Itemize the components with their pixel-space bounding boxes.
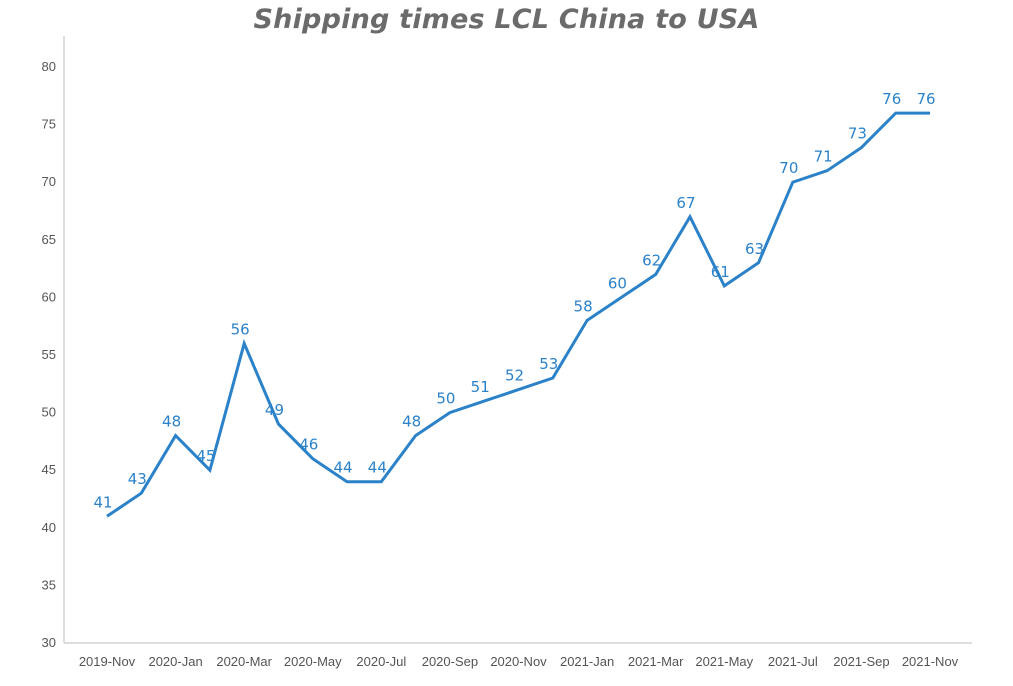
y-tick-label: 80	[42, 59, 56, 74]
data-label: 67	[676, 194, 695, 212]
y-tick-label: 75	[42, 117, 56, 132]
data-label: 53	[539, 355, 558, 373]
data-label: 44	[368, 459, 387, 477]
series-lines	[106, 111, 930, 518]
data-labels: 41 43 48 45 56 49 46 44 44 48 50 51 52 53 58 60 62 67 61 63…	[93, 90, 935, 511]
data-label: 44	[333, 459, 352, 477]
data-label: 62	[642, 251, 661, 269]
chart-title: Shipping times LCL China to USA	[253, 4, 760, 35]
x-tick-label: 2020-Mar	[216, 654, 272, 669]
y-axis-ticks: 30 35 40 45 50 55 60 65 70 75 80	[42, 59, 56, 650]
y-tick-label: 65	[42, 232, 56, 247]
data-label: 60	[608, 274, 627, 292]
data-label: 46	[299, 436, 318, 454]
data-label: 48	[402, 413, 421, 431]
series-line	[106, 111, 930, 518]
x-tick-label: 2021-Sep	[833, 654, 889, 669]
x-tick-label: 2021-May	[695, 654, 753, 669]
x-tick-label: 2020-Jan	[148, 654, 202, 669]
data-label: 63	[745, 240, 764, 258]
data-label: 49	[265, 401, 284, 419]
x-tick-label: 2020-Nov	[490, 654, 547, 669]
data-label: 61	[711, 263, 730, 281]
x-tick-label: 2020-Sep	[422, 654, 478, 669]
data-label: 48	[162, 413, 181, 431]
data-label: 71	[814, 148, 833, 166]
data-label: 73	[848, 125, 867, 143]
x-tick-label: 2019-Nov	[79, 654, 136, 669]
y-tick-label: 35	[42, 577, 56, 592]
x-tick-label: 2020-Jul	[356, 654, 406, 669]
y-tick-label: 55	[42, 347, 56, 362]
data-label: 41	[93, 493, 112, 511]
data-label: 56	[231, 320, 250, 338]
x-tick-label: 2021-Jul	[768, 654, 818, 669]
data-label: 51	[471, 378, 490, 396]
y-tick-label: 70	[42, 174, 56, 189]
data-label: 45	[196, 447, 215, 465]
data-label: 52	[505, 367, 524, 385]
x-tick-label: 2021-Nov	[902, 654, 959, 669]
x-axis-ticks: 2019-Nov 2020-Jan 2020-Mar 2020-May 2020-Jul…	[79, 654, 959, 669]
x-tick-label: 2020-May	[284, 654, 342, 669]
data-label: 50	[436, 390, 455, 408]
data-label: 58	[574, 297, 593, 315]
data-label: 43	[128, 470, 147, 488]
y-tick-label: 60	[42, 289, 56, 304]
data-label: 70	[779, 159, 798, 177]
y-tick-label: 45	[42, 462, 56, 477]
y-tick-label: 30	[42, 635, 56, 650]
y-tick-label: 40	[42, 520, 56, 535]
y-tick-label: 50	[42, 405, 56, 420]
data-label: 76	[916, 90, 935, 108]
data-label: 76	[882, 90, 901, 108]
x-tick-label: 2021-Jan	[560, 654, 614, 669]
x-tick-label: 2021-Mar	[628, 654, 684, 669]
